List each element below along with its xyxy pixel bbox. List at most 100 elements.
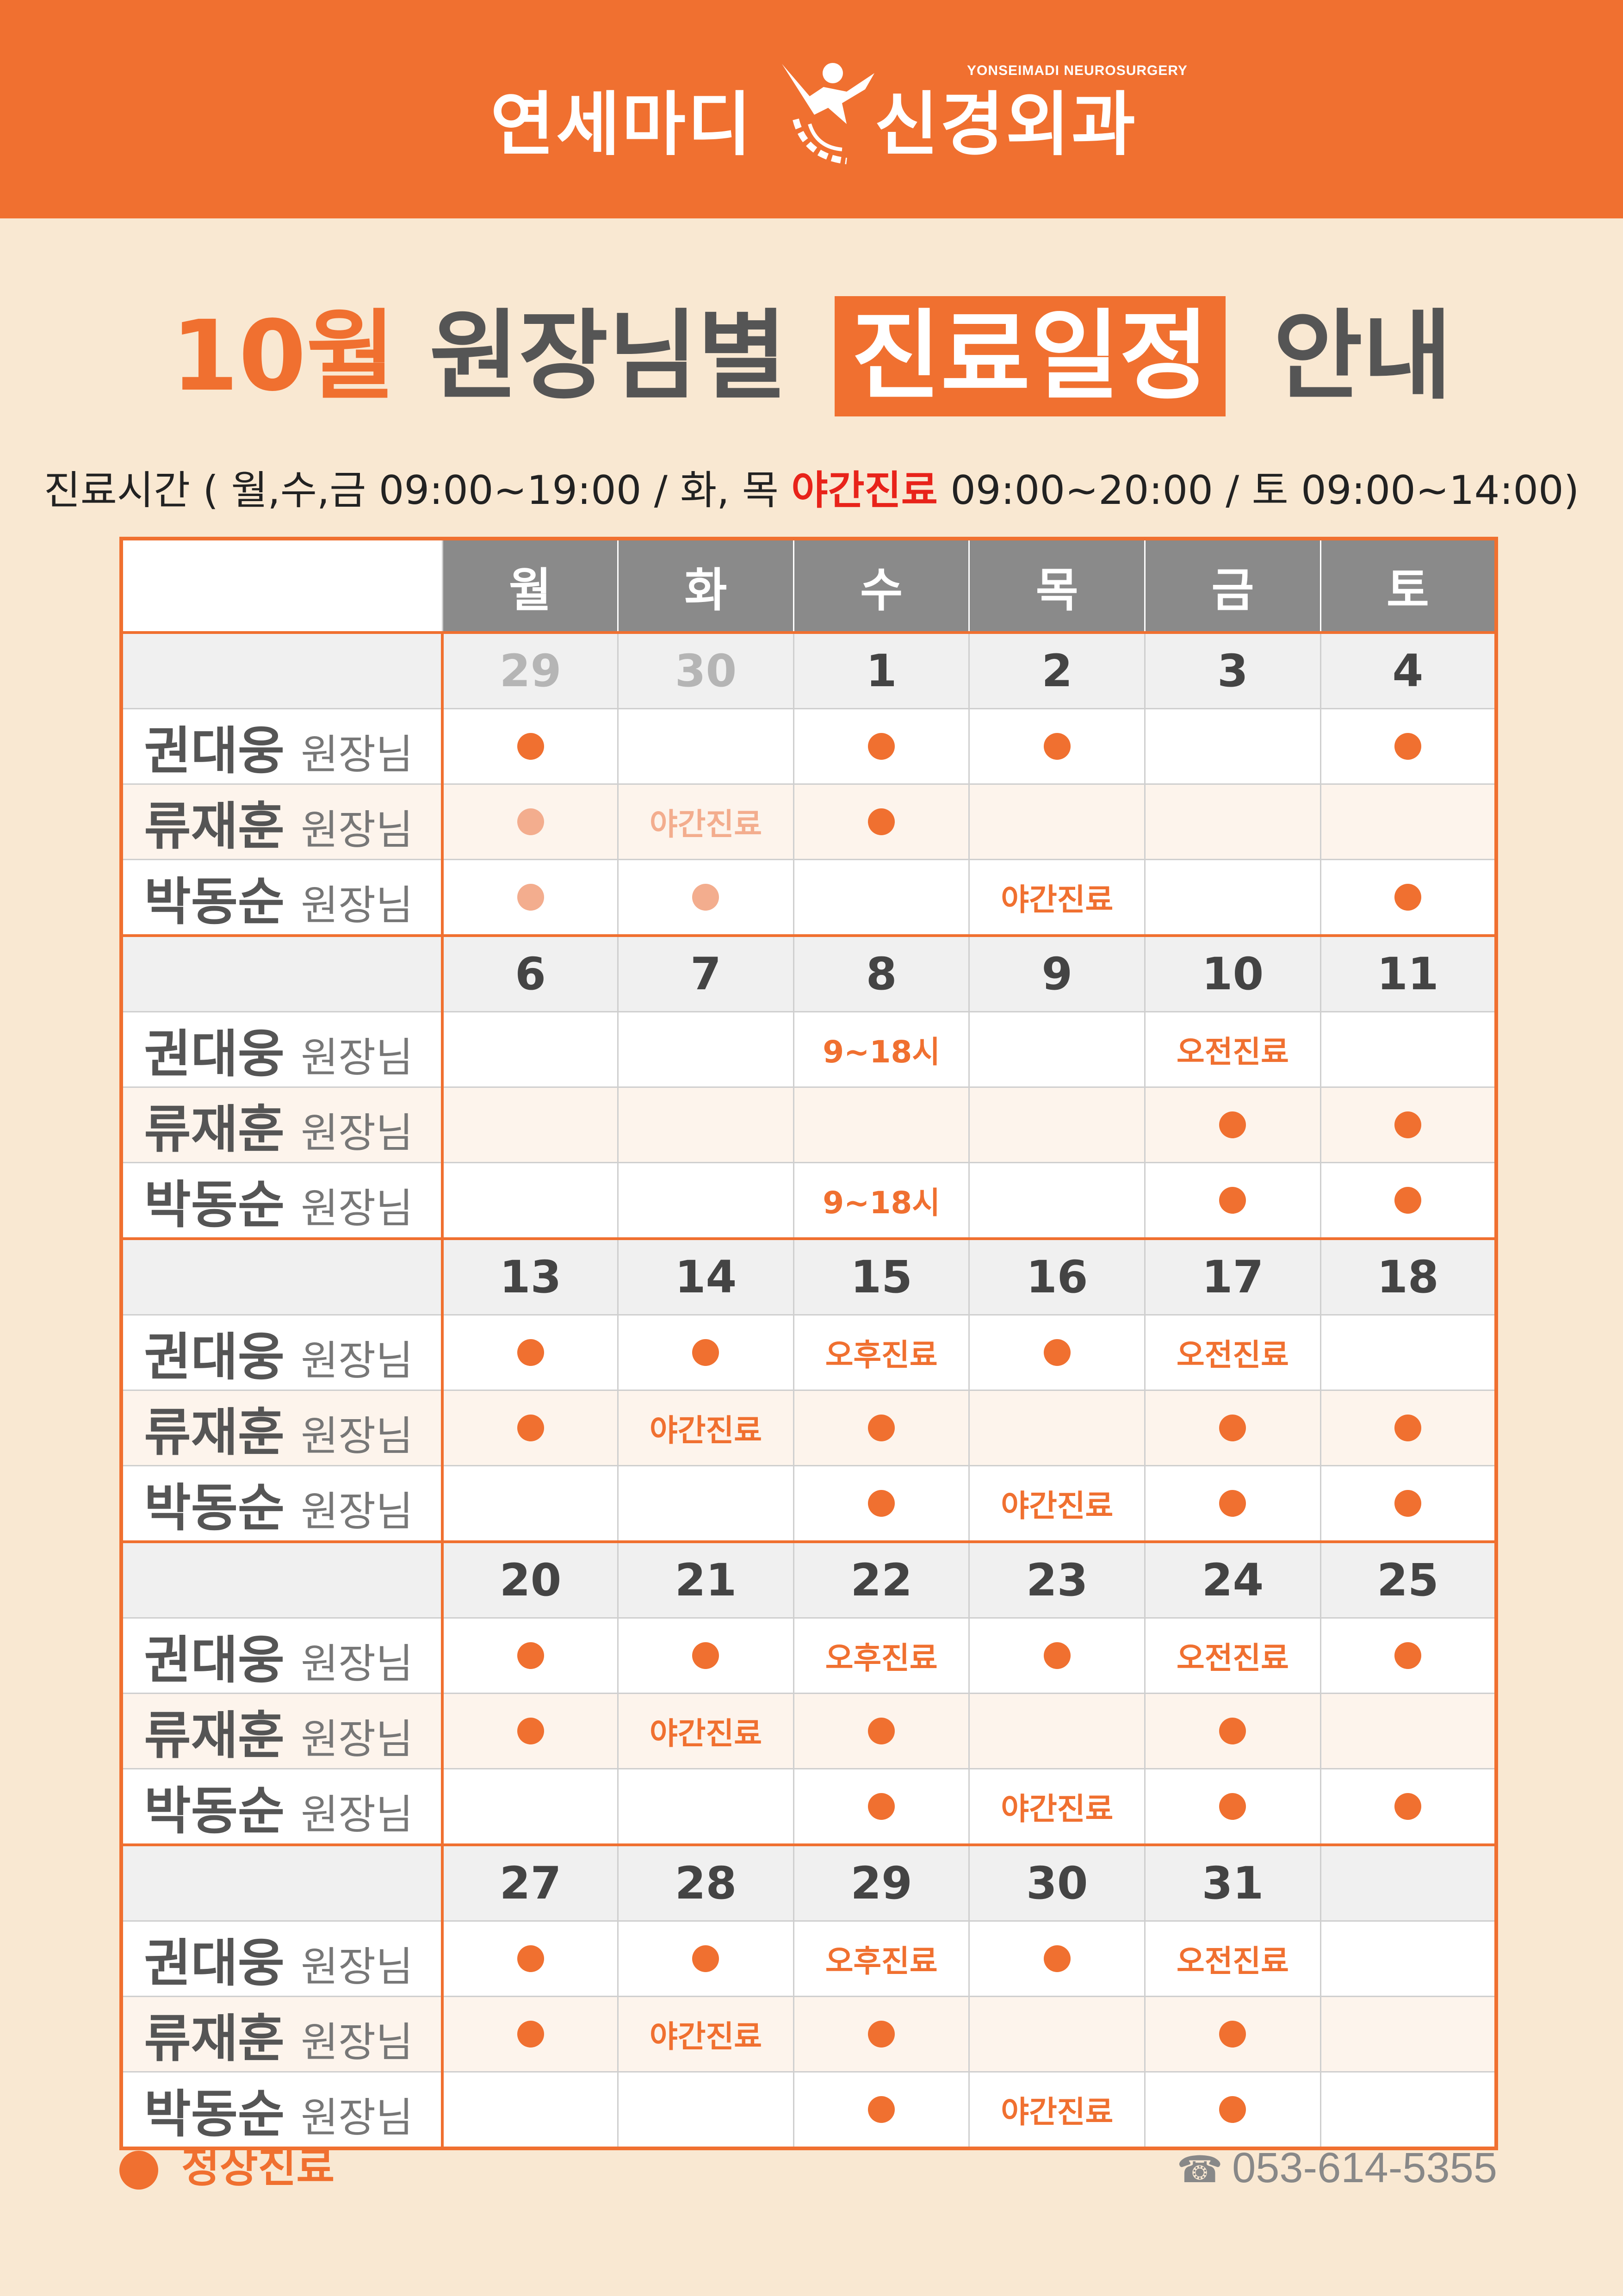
legend-dot-icon <box>119 2151 158 2190</box>
schedule-cell: 야간진료 <box>968 859 1146 937</box>
normal-clinic-dot-icon <box>1219 1111 1246 1138</box>
date-cell: 8 <box>793 934 970 1012</box>
schedule-cell <box>968 1011 1146 1088</box>
schedule-cell <box>1319 1693 1497 1769</box>
schedule-cell <box>441 783 619 860</box>
normal-clinic-dot-icon <box>1394 1187 1421 1214</box>
doctor-role: 원장님 <box>301 1109 413 1157</box>
schedule-cell <box>793 1086 970 1163</box>
title-end: 안내 <box>1273 299 1452 413</box>
normal-clinic-dot-icon <box>1043 733 1071 760</box>
doctor-row: 권대웅 원장님 오후진료 오전진료 <box>120 1314 1497 1391</box>
schedule-cell <box>1319 1011 1497 1088</box>
schedule-note: 오전진료 <box>1177 1034 1289 1070</box>
normal-clinic-dot-icon <box>1394 1793 1421 1820</box>
date-cell: 4 <box>1319 631 1497 709</box>
doctor-row: 권대웅 원장님 오후진료 오전진료 <box>120 1617 1497 1694</box>
normal-clinic-dot-icon <box>1394 733 1421 760</box>
schedule-cell <box>617 1617 794 1694</box>
doctor-role: 원장님 <box>301 1034 413 1081</box>
schedule-cell: 오후진료 <box>793 1314 970 1391</box>
doctor-name-cell: 류재훈 원장님 <box>120 1086 444 1163</box>
schedule-cell <box>793 783 970 860</box>
schedule-note: 오전진료 <box>1177 1337 1289 1373</box>
doctor-name-cell: 권대웅 원장님 <box>120 1011 444 1088</box>
weekday-label: 금 <box>1144 538 1321 633</box>
schedule-cell <box>1319 1617 1497 1694</box>
schedule-note: 9~18시 <box>823 1034 941 1070</box>
schedule-note: 야간진료 <box>650 1413 762 1448</box>
date-cell: 24 <box>1144 1540 1321 1619</box>
date-cell: 25 <box>1319 1540 1497 1619</box>
schedule-cell <box>617 1465 794 1543</box>
schedule-cell <box>441 2071 619 2150</box>
schedule-cell <box>1319 708 1497 785</box>
normal-clinic-dot-icon <box>517 733 544 760</box>
schedule-cell <box>1144 1162 1321 1240</box>
schedule-cell <box>441 1011 619 1088</box>
normal-clinic-dot-icon <box>1219 1793 1246 1820</box>
schedule-cell <box>1319 1465 1497 1543</box>
page-title: 10월 원장님별 진료일정 안내 <box>0 292 1623 421</box>
doctor-name-cell: 박동순 원장님 <box>120 1162 444 1240</box>
schedule-cell: 야간진료 <box>617 1693 794 1769</box>
date-cell: 20 <box>441 1540 619 1619</box>
date-cell: 1 <box>793 631 970 709</box>
doctor-role: 원장님 <box>301 806 413 854</box>
title-month: 10월 <box>171 299 396 413</box>
phone-number[interactable]: ☎ 053-614-5355 <box>1177 2142 1497 2195</box>
date-row-label-cell <box>120 1540 444 1619</box>
schedule-cell <box>793 1996 970 2073</box>
date-cell: 17 <box>1144 1237 1321 1316</box>
schedule-cell <box>617 859 794 937</box>
doctor-row: 박동순 원장님 야간진료 <box>120 1768 1497 1846</box>
normal-clinic-dot-icon <box>868 2096 895 2123</box>
schedule-cell <box>441 1086 619 1163</box>
normal-clinic-dot-icon <box>868 808 895 835</box>
schedule-cell <box>1319 1768 1497 1846</box>
doctor-row: 박동순 원장님 야간진료 <box>120 859 1497 937</box>
schedule-note: 야간진료 <box>650 807 762 842</box>
phone-number-text: 053-614-5355 <box>1232 2144 1497 2191</box>
schedule-cell: 야간진료 <box>617 783 794 860</box>
normal-clinic-dot-icon <box>517 1718 544 1744</box>
schedule-cell <box>1319 1086 1497 1163</box>
schedule-cell <box>441 1162 619 1240</box>
schedule-cell <box>968 783 1146 860</box>
schedule-cell <box>968 1920 1146 1997</box>
logo-text-left: 연세마디 <box>490 85 754 165</box>
schedule-cell: 9~18시 <box>793 1162 970 1240</box>
schedule-cell: 오전진료 <box>1144 1920 1321 1997</box>
date-cell: 10 <box>1144 934 1321 1012</box>
schedule-cell <box>441 708 619 785</box>
doctor-role: 원장님 <box>301 1640 413 1688</box>
date-cell: 3 <box>1144 631 1321 709</box>
date-cell: 27 <box>441 1843 619 1922</box>
date-cell: 9 <box>968 934 1146 1012</box>
doctor-name-cell: 박동순 원장님 <box>120 1768 444 1846</box>
normal-clinic-dot-icon <box>692 1642 719 1669</box>
normal-clinic-dot-icon <box>1219 1415 1246 1441</box>
schedule-note: 야간진료 <box>1001 1488 1114 1524</box>
normal-clinic-dot-icon <box>1394 1490 1421 1517</box>
schedule-cell <box>617 1920 794 1997</box>
normal-clinic-dot-icon <box>1219 2096 1246 2123</box>
date-cell: 29 <box>793 1843 970 1922</box>
normal-clinic-dot-icon <box>517 2021 544 2048</box>
clinic-hours: 진료시간 ( 월,수,금 09:00~19:00 / 화, 목 야간진료 09:… <box>0 463 1623 518</box>
logo-spine-figure-icon <box>782 63 874 164</box>
normal-clinic-dot-icon <box>692 1339 719 1366</box>
schedule-note: 야간진료 <box>650 2019 762 2054</box>
schedule-cell <box>1319 1920 1497 1997</box>
normal-clinic-dot-icon <box>692 1945 719 1972</box>
past-normal-clinic-dot-icon <box>517 808 544 835</box>
legend-label: 정상진료 <box>181 2143 335 2192</box>
schedule-cell <box>617 1086 794 1163</box>
schedule-cell <box>441 859 619 937</box>
normal-clinic-dot-icon <box>517 1415 544 1441</box>
past-normal-clinic-dot-icon <box>517 884 544 911</box>
doctor-role: 원장님 <box>301 881 413 929</box>
schedule-cell: 9~18시 <box>793 1011 970 1088</box>
doctor-role: 원장님 <box>301 1412 413 1460</box>
doctor-role: 원장님 <box>301 1488 413 1535</box>
